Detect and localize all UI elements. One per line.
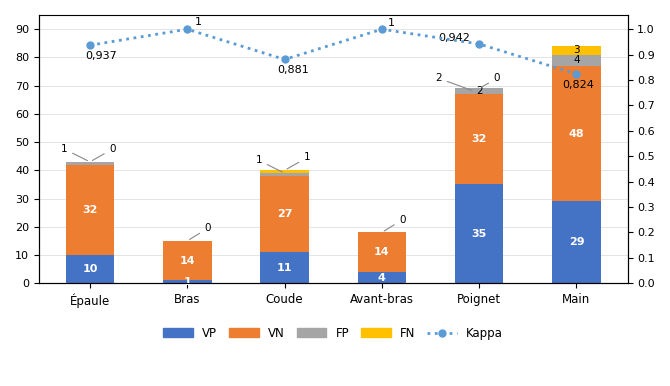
Text: 2: 2	[476, 86, 482, 96]
Text: 32: 32	[472, 134, 487, 144]
Bar	[163, 281, 212, 283]
Text: 1: 1	[287, 152, 311, 169]
Text: 1: 1	[388, 18, 395, 28]
Text: 27: 27	[277, 209, 292, 219]
Bar	[552, 201, 601, 283]
Bar	[260, 252, 309, 283]
Bar	[552, 54, 601, 66]
Text: 0: 0	[190, 223, 211, 239]
Text: 0,824: 0,824	[562, 80, 594, 90]
Bar	[552, 46, 601, 54]
Text: 2: 2	[436, 73, 472, 90]
Bar	[66, 162, 115, 165]
Text: 1: 1	[61, 144, 88, 161]
Text: 1: 1	[195, 17, 202, 27]
Text: 48: 48	[569, 129, 584, 139]
Text: 11: 11	[277, 263, 292, 273]
Text: 29: 29	[569, 237, 584, 247]
Text: 3: 3	[573, 45, 580, 55]
Text: 0,881: 0,881	[277, 65, 308, 75]
Text: 10: 10	[82, 264, 98, 274]
Text: 14: 14	[374, 247, 390, 257]
Bar	[455, 88, 503, 94]
Legend: VP, VN, FP, FN, Kappa: VP, VN, FP, FN, Kappa	[159, 322, 508, 344]
Text: 32: 32	[82, 205, 98, 215]
Bar	[358, 232, 406, 272]
Text: 1: 1	[184, 277, 191, 287]
Bar	[455, 94, 503, 185]
Bar	[552, 66, 601, 201]
Bar	[163, 241, 212, 281]
Bar	[455, 185, 503, 283]
Bar	[260, 173, 309, 176]
Bar	[260, 176, 309, 252]
Bar	[66, 165, 115, 255]
Bar	[260, 170, 309, 173]
Text: 1: 1	[255, 155, 282, 172]
Text: 0: 0	[482, 73, 500, 87]
Text: 35: 35	[472, 229, 487, 239]
Text: 0,942: 0,942	[438, 33, 470, 43]
Text: 0,937: 0,937	[85, 51, 117, 61]
Text: 4: 4	[378, 273, 386, 283]
Text: 0: 0	[384, 215, 406, 231]
Text: 4: 4	[573, 55, 580, 65]
Bar	[66, 255, 115, 283]
Text: 0: 0	[92, 144, 116, 161]
Bar	[358, 272, 406, 283]
Text: 14: 14	[180, 256, 195, 266]
